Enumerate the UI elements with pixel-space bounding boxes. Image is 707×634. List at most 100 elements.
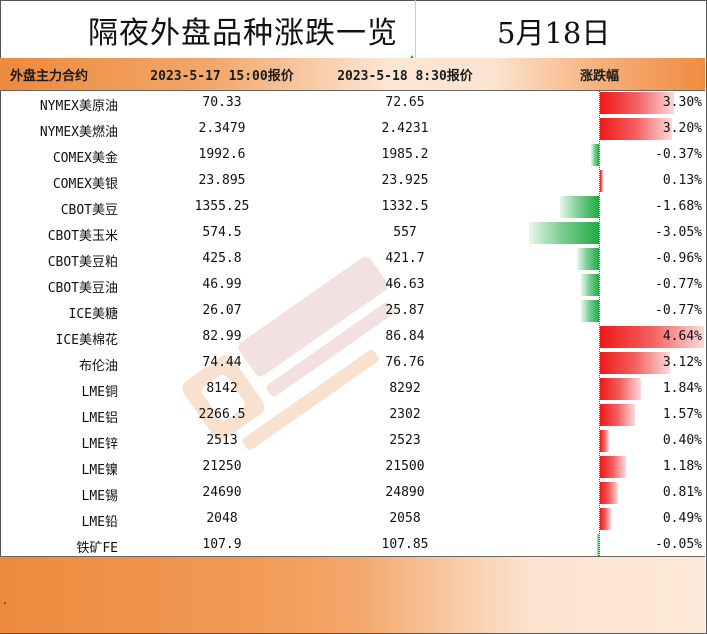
change-pct-label: -0.37% xyxy=(655,147,702,162)
contract-name: CBOT美玉米 xyxy=(47,229,118,244)
change-bar xyxy=(576,248,599,270)
page-date: 5月18日 xyxy=(497,16,611,50)
prev-quote: 46.99 xyxy=(202,277,242,292)
table-row: COMEX美金 1992.6 1985.2 -0.37% xyxy=(0,142,705,168)
curr-quote: 2523 xyxy=(389,433,421,448)
title-bar: 隔夜外盘品种涨跌一览 5月18日 xyxy=(0,0,705,59)
table-row: CBOT美玉米 574.5 557 -3.05% xyxy=(0,220,705,246)
contract-name: CBOT美豆粕 xyxy=(47,255,118,270)
curr-quote: 23.925 xyxy=(381,173,429,188)
zero-axis-line xyxy=(599,90,600,556)
table-row: NYMEX美燃油 2.3479 2.4231 3.20% xyxy=(0,116,705,142)
curr-quote: 21500 xyxy=(385,459,425,474)
contract-name: CBOT美豆 xyxy=(60,203,118,218)
curr-quote: 1985.2 xyxy=(381,147,429,162)
change-bar xyxy=(600,430,609,452)
change-bar xyxy=(581,300,599,322)
table-row: LME镍 21250 21500 1.18% xyxy=(0,454,705,480)
prev-quote: 2266.5 xyxy=(198,407,246,422)
header-contract: 外盘主力合约 xyxy=(10,69,89,84)
contract-name: LME锡 xyxy=(81,489,118,504)
curr-quote: 24890 xyxy=(385,485,425,500)
table-row: CBOT美豆粕 425.8 421.7 -0.96% xyxy=(0,246,705,272)
table-row: CBOT美豆 1355.25 1332.5 -1.68% xyxy=(0,194,705,220)
title-divider xyxy=(415,0,416,58)
change-bar xyxy=(600,404,636,426)
contract-name: COMEX美银 xyxy=(52,177,118,192)
curr-quote: 8292 xyxy=(389,381,421,396)
contract-name: 铁矿FE xyxy=(76,541,118,556)
change-pct-label: 3.30% xyxy=(662,95,702,110)
prev-quote: 23.895 xyxy=(198,173,246,188)
change-pct-label: 0.40% xyxy=(662,433,702,448)
table-header: 外盘主力合约 2023-5-17 15:00报价 2023-5-18 8:30报… xyxy=(0,58,705,91)
change-bar xyxy=(529,222,599,244)
prev-quote: 74.44 xyxy=(202,355,242,370)
change-bar xyxy=(600,456,627,478)
contract-name: CBOT美豆油 xyxy=(47,281,118,296)
table-row: 布伦油 74.44 76.76 3.12% xyxy=(0,350,705,376)
contract-name: COMEX美金 xyxy=(52,151,118,166)
change-bar xyxy=(600,482,619,504)
footer-mark: . xyxy=(3,593,7,607)
prev-quote: 26.07 xyxy=(202,303,242,318)
change-pct-label: 0.49% xyxy=(662,511,702,526)
table-row: CBOT美豆油 46.99 46.63 -0.77% xyxy=(0,272,705,298)
table-row: LME锡 24690 24890 0.81% xyxy=(0,480,705,506)
prev-quote: 8142 xyxy=(206,381,238,396)
prev-quote: 1992.6 xyxy=(198,147,246,162)
change-pct-label: 3.12% xyxy=(662,355,702,370)
curr-quote: 72.65 xyxy=(385,95,425,110)
curr-quote: 2.4231 xyxy=(381,121,429,136)
contract-name: LME铝 xyxy=(81,411,118,426)
contract-name: LME锌 xyxy=(81,437,118,452)
change-bar xyxy=(590,144,599,166)
table-row: LME锌 2513 2523 0.40% xyxy=(0,428,705,454)
table-row: ICE美棉花 82.99 86.84 4.64% xyxy=(0,324,705,350)
change-bar xyxy=(600,326,704,348)
change-bar xyxy=(597,534,599,556)
contract-name: LME镍 xyxy=(81,463,118,478)
change-pct-label: 1.18% xyxy=(662,459,702,474)
prev-quote: 21250 xyxy=(202,459,242,474)
prev-quote: 2.3479 xyxy=(198,121,246,136)
contract-name: 布伦油 xyxy=(78,359,118,374)
contract-name: ICE美棉花 xyxy=(55,333,118,348)
prev-quote: 425.8 xyxy=(202,251,242,266)
prev-quote: 82.99 xyxy=(202,329,242,344)
prev-quote: 2048 xyxy=(206,511,238,526)
curr-quote: 76.76 xyxy=(385,355,425,370)
header-prev-quote: 2023-5-17 15:00报价 xyxy=(150,69,294,84)
table-row: ICE美糖 26.07 25.87 -0.77% xyxy=(0,298,705,324)
footer-band: . xyxy=(0,556,705,633)
change-bar xyxy=(600,378,642,400)
curr-quote: 86.84 xyxy=(385,329,425,344)
change-pct-label: 3.20% xyxy=(662,121,702,136)
change-pct-label: -0.77% xyxy=(655,277,702,292)
change-bar xyxy=(600,352,670,374)
page-title: 隔夜外盘品种涨跌一览 xyxy=(88,16,398,51)
change-bar xyxy=(600,508,611,530)
change-pct-label: -0.05% xyxy=(655,537,702,552)
contract-name: LME铅 xyxy=(81,515,118,530)
curr-quote: 107.85 xyxy=(381,537,429,552)
curr-quote: 25.87 xyxy=(385,303,425,318)
table-row: NYMEX美原油 70.33 72.65 3.30% xyxy=(0,90,705,116)
curr-quote: 1332.5 xyxy=(381,199,429,214)
change-pct-label: -1.68% xyxy=(655,199,702,214)
change-bar xyxy=(560,196,599,218)
table-row: 铁矿FE 107.9 107.85 -0.05% xyxy=(0,532,705,558)
contract-name: NYMEX美原油 xyxy=(39,99,118,114)
table-row: LME铜 8142 8292 1.84% xyxy=(0,376,705,402)
change-bar xyxy=(600,118,672,140)
curr-quote: 2302 xyxy=(389,407,421,422)
contract-name: ICE美糖 xyxy=(68,307,118,322)
change-pct-label: 0.13% xyxy=(662,173,702,188)
table-row: LME铝 2266.5 2302 1.57% xyxy=(0,402,705,428)
prev-quote: 24690 xyxy=(202,485,242,500)
prev-quote: 70.33 xyxy=(202,95,242,110)
prev-quote: 574.5 xyxy=(202,225,242,240)
change-bar xyxy=(581,274,599,296)
change-pct-label: -0.77% xyxy=(655,303,702,318)
prev-quote: 1355.25 xyxy=(194,199,250,214)
